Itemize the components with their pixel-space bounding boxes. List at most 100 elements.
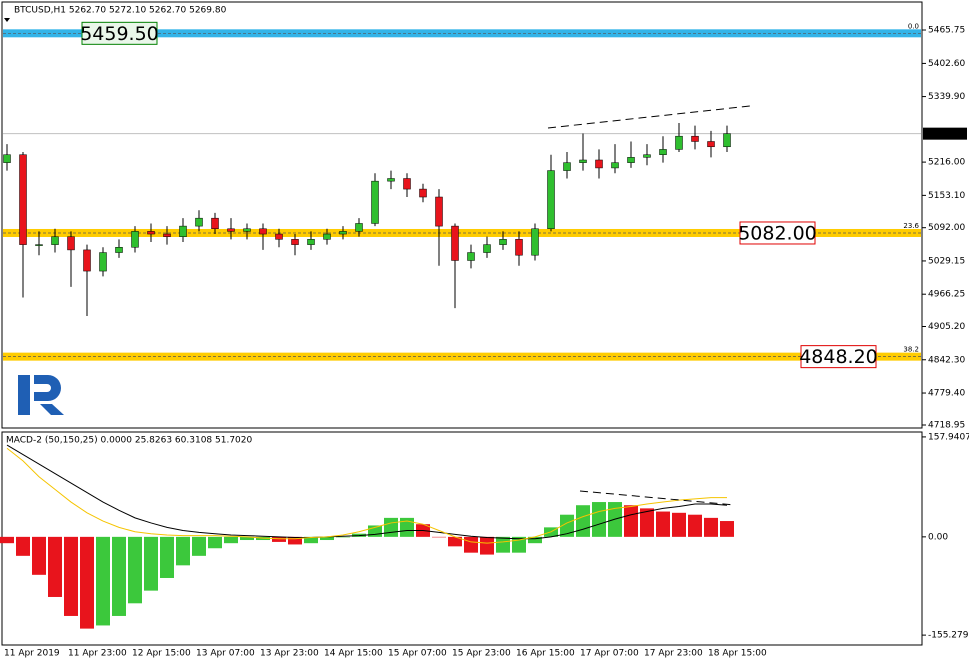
- candle-body: [355, 223, 363, 232]
- candle-body: [83, 249, 91, 272]
- y-tick-label: 5153.10: [928, 191, 965, 201]
- candle-body: [659, 149, 667, 155]
- histogram-bar: [464, 536, 478, 553]
- chart-title: BTCUSD,H1 5262.70 5272.10 5262.70 5269.8…: [14, 6, 227, 16]
- y-tick-label: -155.2797: [928, 631, 969, 641]
- x-tick-label: 11 Apr 2019: [4, 649, 60, 659]
- candle-body: [387, 178, 395, 182]
- candle-body: [147, 231, 155, 235]
- histogram-bar: [400, 517, 414, 537]
- x-tick-label: 17 Apr 07:00: [580, 649, 639, 659]
- level-label-box: [81, 21, 158, 45]
- last-price-box: [923, 127, 967, 140]
- y-tick-label: 5092.00: [928, 223, 965, 233]
- candle-body: [291, 239, 299, 245]
- level-label-box: [800, 345, 877, 369]
- histogram-bar: [688, 514, 702, 537]
- candle-body: [515, 239, 523, 256]
- histogram-bar: [368, 525, 382, 537]
- candle-body: [163, 233, 171, 237]
- y-tick-label: 5216.00: [928, 158, 965, 168]
- candle-body: [243, 228, 251, 232]
- histogram-bar: [224, 536, 238, 544]
- x-tick-label: 13 Apr 07:00: [196, 649, 255, 659]
- histogram-bar: [48, 536, 62, 597]
- candle-body: [179, 225, 187, 237]
- histogram-bar: [320, 536, 334, 541]
- trend-line: [547, 105, 751, 129]
- candle-body: [259, 228, 267, 235]
- y-tick-label: 5339.90: [928, 92, 965, 102]
- histogram-bar: [272, 536, 286, 542]
- candle-body: [435, 196, 443, 227]
- candle-body: [611, 162, 619, 169]
- candle-body: [403, 178, 411, 190]
- candle-body: [339, 231, 347, 235]
- candle-body: [211, 217, 219, 230]
- histogram-bar: [720, 521, 734, 537]
- candle-body: [419, 188, 427, 198]
- candle-body: [3, 154, 11, 163]
- y-tick-label: 4905.20: [928, 322, 965, 332]
- histogram-bar: [192, 536, 206, 556]
- indicator-title: MACD-2 (50,150,25) 0.0000 25.8263 60.310…: [6, 436, 252, 446]
- y-tick-label: 4842.30: [928, 355, 965, 365]
- histogram-bar: [704, 517, 718, 537]
- x-tick-label: 17 Apr 23:00: [644, 649, 703, 659]
- y-tick-label: 157.9407: [928, 432, 969, 442]
- y-tick-label: 5465.75: [928, 26, 965, 36]
- last-price-label: 5269.80: [928, 129, 965, 139]
- histogram-bar: [592, 502, 606, 537]
- candle-body: [227, 228, 235, 232]
- histogram-bar: [32, 536, 46, 575]
- histogram-bar: [160, 536, 174, 578]
- histogram-bar: [480, 536, 494, 555]
- candle-body: [451, 225, 459, 261]
- y-tick-label: 4718.95: [928, 421, 965, 431]
- plot-layer: 5465.75 5402.60 5339.90 5216.00 5153.10 5092.…: [0, 21, 969, 659]
- y-tick-label: 4779.40: [928, 389, 965, 399]
- candle-body: [483, 244, 491, 253]
- histogram-bar: [208, 536, 222, 549]
- candle-body: [675, 135, 683, 150]
- candle-body: [35, 244, 43, 246]
- menu-arrow: [4, 18, 10, 22]
- candle-body: [531, 228, 539, 256]
- candle-body: [195, 217, 203, 227]
- level-band: [3, 29, 921, 38]
- candle-body: [643, 154, 651, 158]
- histogram-bar: [16, 536, 30, 556]
- candle-body: [131, 231, 139, 248]
- y-tick-label: 5402.60: [928, 59, 965, 69]
- fib-ratio: 0.0: [908, 22, 919, 30]
- histogram-bar: [240, 536, 254, 541]
- level-band: [3, 352, 921, 361]
- candle-body: [467, 252, 475, 261]
- candle-body: [115, 247, 123, 253]
- x-tick-label: 15 Apr 07:00: [388, 649, 447, 659]
- candle-body: [707, 141, 715, 148]
- histogram-bar: [560, 514, 574, 537]
- fib-ratio: 38.2: [903, 346, 919, 354]
- histogram-bar: [112, 536, 126, 616]
- histogram-bar: [576, 505, 590, 537]
- histogram-bar: [656, 511, 670, 537]
- x-tick-label: 15 Apr 23:00: [452, 649, 511, 659]
- candle-body: [627, 157, 635, 163]
- candle-body: [547, 170, 555, 230]
- fib-ratio: 23.6: [903, 222, 919, 230]
- broker-logo: [18, 375, 64, 415]
- x-tick-label: 16 Apr 15:00: [516, 649, 575, 659]
- candle-body: [723, 133, 731, 148]
- y-tick-label: 0.00: [928, 532, 948, 542]
- histogram-bar: [384, 517, 398, 537]
- x-tick-label: 11 Apr 23:00: [68, 649, 127, 659]
- histogram-bar: [528, 536, 542, 544]
- histogram-bar: [624, 505, 638, 537]
- x-tick-label: 13 Apr 23:00: [260, 649, 319, 659]
- histogram-bar: [448, 536, 462, 547]
- level-label: 4848.20: [799, 346, 878, 368]
- candle-body: [99, 252, 107, 272]
